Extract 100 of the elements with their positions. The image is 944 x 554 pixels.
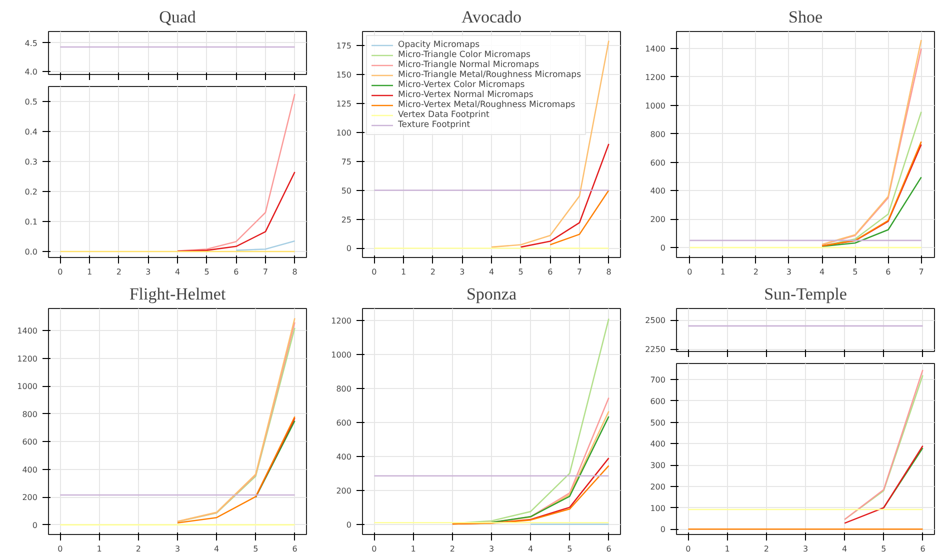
x-tick-label: 6 [886, 268, 891, 276]
y-tick-label: 800 [22, 410, 38, 419]
y-tick-label: 1000 [331, 350, 352, 360]
y-tick-label: 700 [650, 376, 666, 385]
y-tick-label: 300 [650, 461, 666, 470]
line-series [176, 171, 296, 252]
y-tick-label: 800 [650, 130, 666, 139]
legend-label: Texture Footprint [398, 120, 470, 130]
chart-title: Sponza [466, 284, 517, 304]
x-tick-label: 8 [606, 268, 612, 276]
line-series [490, 416, 610, 524]
line-series [821, 176, 922, 248]
x-tick-label: 8 [292, 268, 298, 276]
y-tick-label: 4.0 [24, 68, 38, 77]
y-tick-label: 400 [650, 440, 666, 449]
chart-title: Flight-Helmet [129, 284, 226, 304]
x-tick-label: 1 [724, 544, 730, 554]
y-tick-label: 0 [346, 520, 352, 530]
x-tick-label: 0 [58, 544, 63, 554]
y-tick-label: 200 [650, 482, 666, 492]
x-tick-label: 3 [174, 544, 180, 554]
y-tick-label: 1400 [17, 326, 38, 336]
y-tick-label: 150 [336, 70, 352, 80]
x-tick-label: 1 [410, 544, 416, 554]
x-tick-label: 3 [786, 268, 792, 276]
x-tick-label: 7 [918, 268, 924, 276]
y-tick-label: 400 [650, 186, 666, 196]
x-tick-label: 1 [87, 268, 92, 276]
y-tick-label: 175 [336, 41, 352, 50]
legend-label: Micro-Vertex Normal Micromaps [398, 90, 534, 100]
legend-label: Micro-Triangle Normal Micromaps [398, 60, 540, 70]
x-tick-label: 6 [920, 544, 926, 554]
y-tick-label: 125 [336, 99, 352, 108]
y-tick-label: 0.5 [24, 98, 38, 106]
x-tick-label: 1 [401, 268, 406, 276]
y-tick-label: 500 [650, 418, 666, 428]
x-tick-label: 2 [753, 268, 758, 276]
legend-label: Micro-Vertex Metal/Roughness Micromaps [398, 100, 576, 110]
y-tick-label: 50 [341, 186, 352, 196]
x-tick-label: 3 [802, 544, 808, 554]
legend-label: Micro-Vertex Color Micromaps [398, 80, 525, 90]
x-tick-label: 4 [214, 544, 220, 554]
x-tick-label: 5 [204, 268, 210, 276]
legend-label: Opacity Micromaps [398, 40, 480, 50]
y-tick-label: 0 [32, 520, 38, 530]
y-tick-label: 4.5 [24, 38, 38, 48]
x-tick-label: 6 [548, 268, 553, 276]
y-tick-label: 800 [336, 384, 352, 394]
y-tick-label: 25 [341, 215, 352, 224]
y-tick-label: 0 [660, 525, 666, 534]
chart-title: Shoe [788, 8, 822, 26]
x-tick-label: 2 [764, 544, 769, 554]
y-tick-label: 100 [650, 504, 666, 513]
x-tick-label: 0 [372, 268, 377, 276]
x-tick-label: 4 [174, 268, 180, 276]
x-tick-label: 4 [488, 268, 494, 276]
x-tick-label: 1 [720, 268, 726, 276]
x-tick-label: 5 [253, 544, 258, 554]
legend-label: Micro-Triangle Metal/Roughness Micromaps [398, 70, 581, 80]
x-tick-label: 0 [58, 268, 63, 276]
y-tick-label: 2250 [645, 345, 666, 354]
y-tick-label: 600 [650, 158, 666, 168]
x-tick-label: 3 [146, 268, 151, 276]
y-tick-label: 600 [336, 418, 352, 428]
y-tick-label: 600 [22, 438, 38, 447]
y-tick-label: 1400 [645, 44, 666, 54]
x-tick-label: 4 [819, 268, 825, 276]
x-tick-label: 4 [528, 544, 534, 554]
line-series [520, 143, 610, 248]
x-tick-label: 6 [292, 544, 298, 554]
x-tick-label: 2 [116, 268, 122, 276]
x-tick-label: 3 [488, 544, 494, 554]
y-tick-label: 400 [22, 465, 38, 474]
y-tick-label: 200 [22, 493, 38, 502]
x-tick-label: 5 [567, 544, 572, 554]
y-tick-label: 0.3 [24, 158, 38, 166]
line-series [176, 416, 296, 524]
y-tick-label: 2500 [645, 316, 666, 326]
chart-title: Quad [159, 8, 196, 26]
x-tick-label: 0 [372, 544, 377, 554]
y-tick-label: 0.4 [24, 128, 38, 136]
legend-label: Micro-Triangle Color Micromaps [398, 50, 530, 60]
y-tick-label: 0 [660, 244, 666, 253]
line-series [176, 93, 296, 252]
y-tick-label: 400 [336, 452, 352, 462]
y-tick-label: 75 [341, 157, 352, 166]
y-tick-label: 100 [336, 128, 352, 138]
y-tick-label: 200 [336, 486, 352, 496]
chart-title: Avocado [461, 8, 522, 26]
x-tick-label: 4 [842, 544, 848, 554]
x-tick-label: 2 [450, 544, 455, 554]
x-tick-label: 5 [518, 268, 524, 276]
x-tick-label: 2 [430, 268, 436, 276]
x-tick-label: 1 [96, 544, 102, 554]
y-tick-label: 1200 [331, 316, 352, 326]
x-tick-label: 5 [881, 544, 886, 554]
x-tick-label: 0 [687, 268, 692, 276]
y-tick-label: 1200 [17, 354, 38, 364]
y-tick-label: 0.2 [24, 188, 38, 196]
y-tick-label: 1000 [17, 382, 38, 392]
